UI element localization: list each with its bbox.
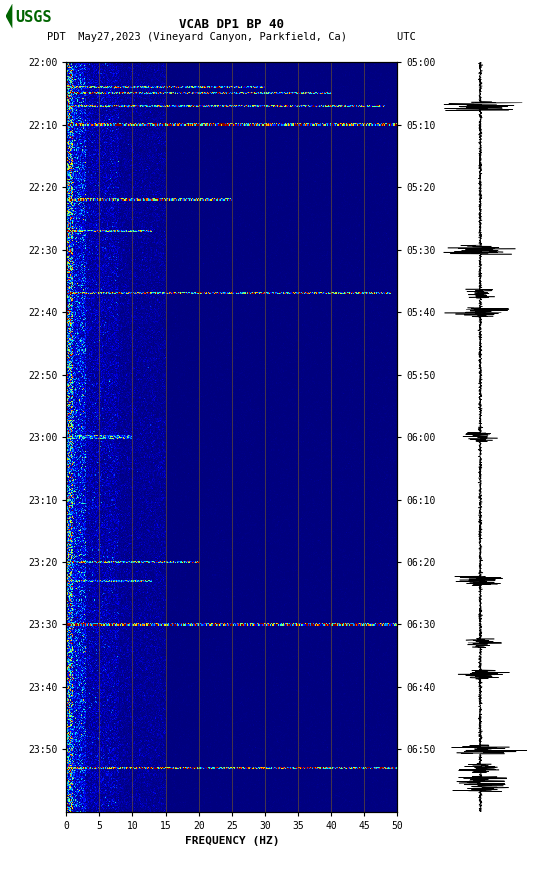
Text: VCAB DP1 BP 40: VCAB DP1 BP 40: [179, 18, 284, 31]
Text: PDT  May27,2023 (Vineyard Canyon, Parkfield, Ca)        UTC: PDT May27,2023 (Vineyard Canyon, Parkfie…: [47, 32, 416, 42]
Text: USGS: USGS: [15, 10, 51, 25]
X-axis label: FREQUENCY (HZ): FREQUENCY (HZ): [184, 837, 279, 847]
Polygon shape: [6, 4, 12, 29]
